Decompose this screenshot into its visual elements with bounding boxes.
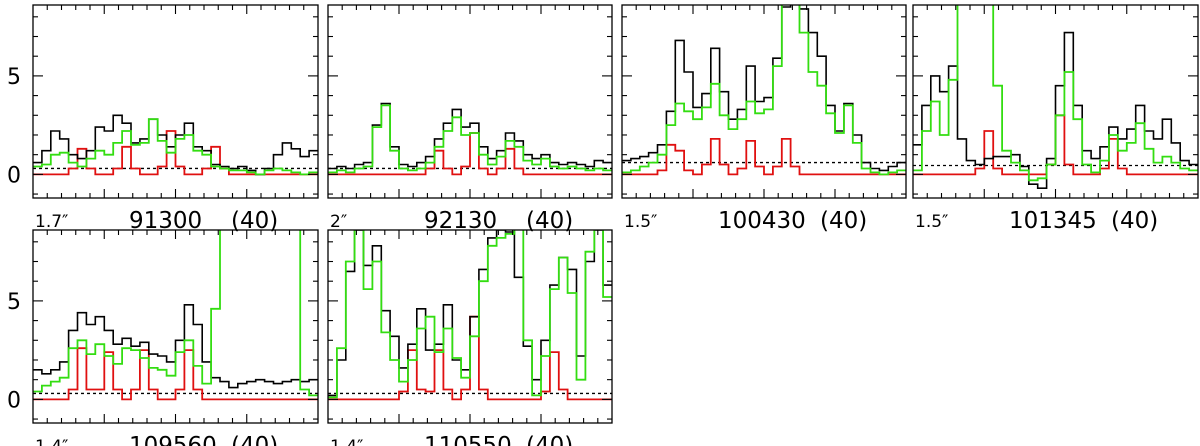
red-spectrum [328,315,612,401]
green-spectrum [33,118,318,176]
green-spectrum [328,230,612,399]
red-spectrum [622,138,906,176]
black-spectrum [328,102,612,170]
frequency-label: 109560 [129,433,217,446]
frequency-label: 100430 [718,208,806,234]
y-tick-label: 0 [7,388,21,413]
resolution-label: (40) [526,433,573,446]
black-spectrum [622,5,906,172]
beam-size-label: 1.4″ [330,437,363,446]
plot-area [33,230,318,401]
beam-size-label: 2″ [330,212,347,232]
plot-area [33,114,318,176]
beam-size-label: 1.4″ [35,437,68,446]
green-spectrum [913,5,1198,182]
plot-area [328,102,612,176]
beam-size-label: 1.5″ [915,212,948,232]
resolution-label: (40) [231,433,278,446]
black-spectrum [913,31,1198,189]
y-tick-label: 5 [7,290,21,315]
resolution-label: (40) [820,208,867,234]
frequency-label: 101345 [1009,208,1097,234]
y-tick-label: 0 [7,163,21,188]
y-tick-label: 5 [7,65,21,90]
panel-4: 1.5″ 101345 (40) [912,4,1199,234]
green-spectrum [622,5,906,176]
plot-area [622,5,906,176]
green-spectrum [328,104,612,174]
panel-6: 1.4″ 110550 (40) [327,229,613,446]
panel-2: 2″ 92130 (40) [327,4,613,234]
panel-3: 1.5″ 100430 (40) [621,4,907,234]
beam-size-label: 1.7″ [35,212,68,232]
red-spectrum [33,130,318,176]
beam-size-label: 1.5″ [624,212,657,232]
black-spectrum [33,304,318,389]
green-spectrum [33,230,318,397]
plot-area [328,230,612,401]
panel-1: 051.7″ 91300 (40) [7,4,319,234]
panels-group: 051.7″ 91300 (40) 2″ 92130 (40) 1.5″ 100430 (40)… [7,4,1199,446]
resolution-label: (40) [1111,208,1158,234]
red-spectrum [33,347,318,401]
panel-5: 0 5 1.4″ 109560 (40) [7,229,319,446]
frequency-label: 110550 [424,433,512,446]
plot-area [913,5,1198,189]
